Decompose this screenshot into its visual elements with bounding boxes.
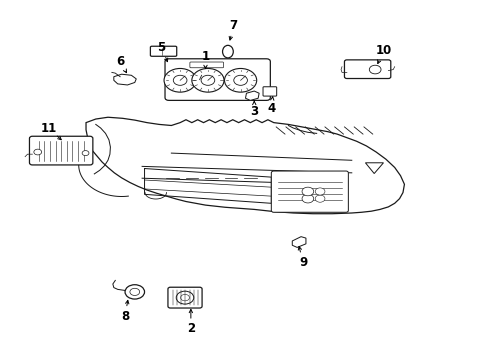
Text: 1: 1 [201,50,209,63]
Circle shape [180,294,189,301]
FancyBboxPatch shape [164,59,270,100]
Circle shape [315,195,325,202]
Circle shape [233,75,247,85]
Circle shape [315,188,325,195]
Text: 6: 6 [116,55,124,68]
Circle shape [302,194,313,203]
Circle shape [368,65,380,74]
Circle shape [176,291,193,304]
Circle shape [130,288,140,296]
Text: 8: 8 [121,310,129,323]
Polygon shape [292,237,305,247]
Polygon shape [86,117,404,214]
Circle shape [34,149,41,155]
Circle shape [125,285,144,299]
Circle shape [82,150,89,156]
Text: 11: 11 [41,122,57,135]
Text: 4: 4 [266,102,275,115]
Text: 3: 3 [250,105,258,118]
Circle shape [201,75,214,85]
FancyBboxPatch shape [29,136,93,165]
Circle shape [163,68,196,92]
Polygon shape [245,91,259,100]
FancyBboxPatch shape [150,46,176,56]
Text: 7: 7 [229,19,237,32]
Polygon shape [365,163,383,174]
FancyBboxPatch shape [189,62,223,68]
FancyBboxPatch shape [271,171,347,212]
FancyBboxPatch shape [167,287,202,308]
Circle shape [173,75,186,85]
Text: 2: 2 [186,322,195,335]
FancyBboxPatch shape [263,87,276,96]
Text: 9: 9 [298,256,306,269]
Polygon shape [114,74,136,85]
FancyBboxPatch shape [344,60,390,78]
Circle shape [191,68,224,92]
Text: 5: 5 [157,41,165,54]
Circle shape [224,68,256,92]
Ellipse shape [222,45,233,58]
Text: 10: 10 [375,44,391,57]
Circle shape [302,187,313,196]
